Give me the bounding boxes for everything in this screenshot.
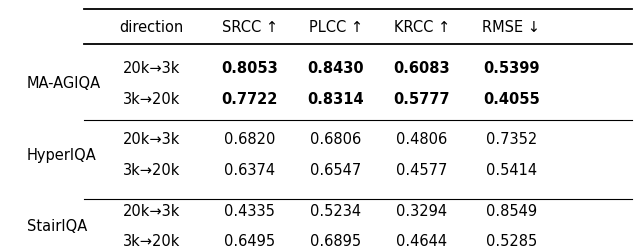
Text: 0.7722: 0.7722 — [221, 92, 278, 107]
Text: 0.4335: 0.4335 — [225, 204, 275, 218]
Text: 0.5285: 0.5285 — [486, 234, 537, 248]
Text: PLCC ↑: PLCC ↑ — [309, 20, 363, 35]
Text: SRCC ↑: SRCC ↑ — [222, 20, 278, 35]
Text: 0.4806: 0.4806 — [396, 132, 447, 147]
Text: direction: direction — [119, 20, 183, 35]
Text: RMSE ↓: RMSE ↓ — [482, 20, 540, 35]
Text: 0.8430: 0.8430 — [308, 61, 364, 76]
Text: 0.5777: 0.5777 — [394, 92, 450, 107]
Text: 3k→20k: 3k→20k — [122, 163, 180, 178]
Text: 0.6820: 0.6820 — [224, 132, 276, 147]
Text: 0.5414: 0.5414 — [486, 163, 537, 178]
Text: StairIQA: StairIQA — [27, 219, 87, 234]
Text: 0.5234: 0.5234 — [310, 204, 362, 218]
Text: 20k→3k: 20k→3k — [122, 132, 180, 147]
Text: 0.4577: 0.4577 — [396, 163, 447, 178]
Text: 0.7352: 0.7352 — [486, 132, 537, 147]
Text: 0.4055: 0.4055 — [483, 92, 540, 107]
Text: KRCC ↑: KRCC ↑ — [394, 20, 450, 35]
Text: 0.8053: 0.8053 — [221, 61, 278, 76]
Text: 3k→20k: 3k→20k — [122, 234, 180, 248]
Text: 3k→20k: 3k→20k — [122, 92, 180, 107]
Text: 0.6547: 0.6547 — [310, 163, 362, 178]
Text: 0.8314: 0.8314 — [308, 92, 364, 107]
Text: 0.6895: 0.6895 — [310, 234, 362, 248]
Text: 20k→3k: 20k→3k — [122, 204, 180, 218]
Text: HyperIQA: HyperIQA — [27, 148, 97, 163]
Text: 0.3294: 0.3294 — [396, 204, 447, 218]
Text: MA-AGIQA: MA-AGIQA — [27, 76, 101, 91]
Text: 20k→3k: 20k→3k — [122, 61, 180, 76]
Text: 0.5399: 0.5399 — [483, 61, 540, 76]
Text: 0.8549: 0.8549 — [486, 204, 537, 218]
Text: 0.6374: 0.6374 — [225, 163, 275, 178]
Text: 0.6495: 0.6495 — [225, 234, 275, 248]
Text: 0.6083: 0.6083 — [394, 61, 451, 76]
Text: 0.4644: 0.4644 — [396, 234, 447, 248]
Text: 0.6806: 0.6806 — [310, 132, 362, 147]
